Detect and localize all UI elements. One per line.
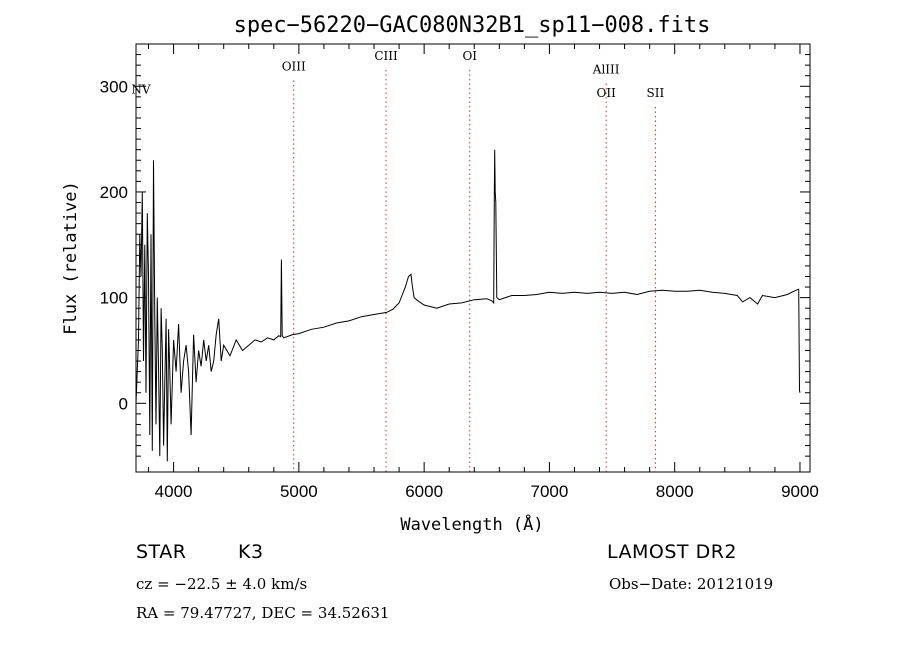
line-markers: NV OIII CIII OI AlIII OII SII	[131, 49, 665, 472]
y-tick-label: 300	[100, 77, 128, 96]
y-axis-ticks: 0 100 200 300	[100, 54, 810, 457]
x-axis-ticks: 4000 5000 6000 7000 8000 9000	[148, 44, 819, 501]
line-label-nv: NV	[131, 83, 151, 97]
x-tick-label: 5000	[280, 482, 318, 501]
line-label-sii: SII	[647, 86, 665, 100]
plot-frame	[135, 43, 811, 473]
chart-title: spec−56220−GAC080N32B1_sp11−008.fits	[234, 13, 711, 38]
y-tick-label: 100	[100, 289, 128, 308]
y-tick-label: 200	[100, 183, 128, 202]
survey-name: LAMOST DR2	[607, 541, 737, 563]
ra-dec-coordinates: RA = 79.47727, DEC = 34.52631	[136, 604, 390, 622]
line-label-ciii: CIII	[374, 49, 398, 63]
line-label-oii: OII	[597, 86, 617, 100]
line-label-oi: OI	[462, 49, 477, 63]
line-label-oiii: OIII	[282, 59, 306, 73]
object-subclass: K3	[238, 541, 264, 563]
observation-date: Obs−Date: 20121019	[609, 575, 774, 593]
y-tick-label: 0	[119, 394, 128, 413]
spectrum-line-0	[135, 149, 801, 462]
spectrum-series	[135, 149, 801, 462]
x-axis-label: Wavelength (Å)	[400, 513, 543, 535]
x-tick-label: 8000	[656, 482, 694, 501]
x-tick-label: 7000	[531, 482, 569, 501]
redshift-cz: cz = −22.5 ± 4.0 km/s	[136, 575, 308, 593]
line-label-aliii: AlIII	[592, 63, 620, 77]
object-class: STAR	[136, 541, 187, 563]
x-tick-label: 6000	[405, 482, 443, 501]
x-tick-label: 9000	[781, 482, 819, 501]
y-axis-label: Flux (relative)	[61, 181, 81, 335]
x-tick-label: 4000	[155, 482, 193, 501]
